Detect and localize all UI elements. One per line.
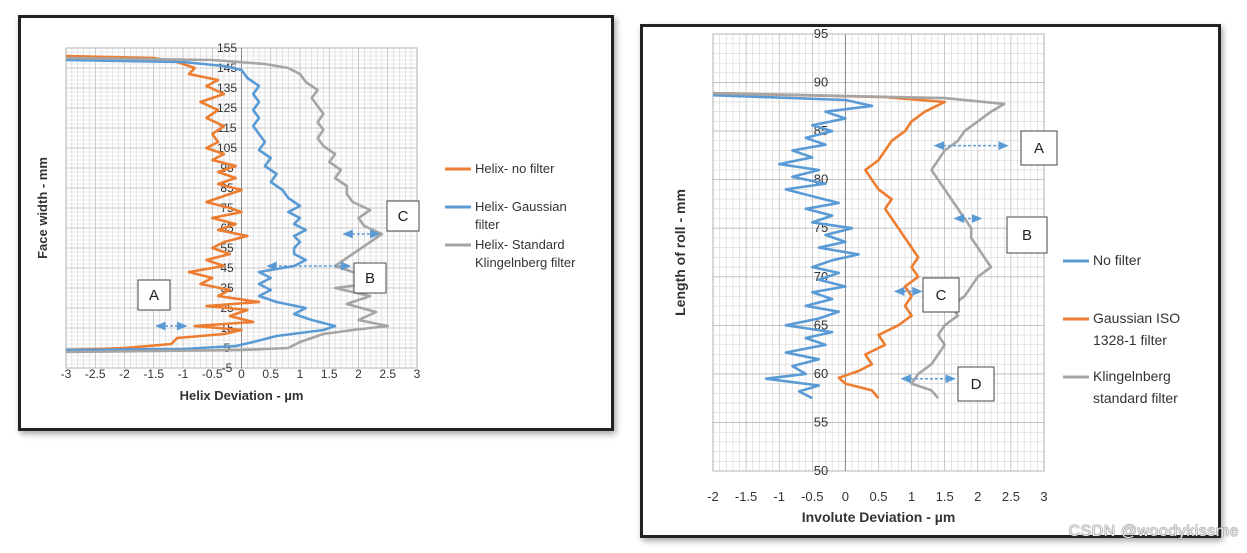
y-axis-title: Length of roll - mm <box>672 189 688 316</box>
annotation-box <box>353 262 387 294</box>
series-lines <box>66 54 390 354</box>
annotation-label: A <box>149 287 159 304</box>
annotation-label: C <box>398 208 409 225</box>
x-tick-label: -1 <box>773 489 785 504</box>
annotations: A B C D <box>893 130 1058 402</box>
x-tick-label: -0.5 <box>202 367 223 381</box>
legend-label: Helix- no filter <box>475 161 555 176</box>
series-line-3 <box>713 91 1006 400</box>
y-axis-title: Face width - mm <box>35 157 50 259</box>
annotations: A B C <box>137 200 420 331</box>
legend-label: 1328-1 filter <box>1093 332 1167 348</box>
x-tick-labels: -3 -2.5 -2 -1.5 -1 -0.5 0 0.5 1 1.5 2 2.5 3 <box>61 367 421 381</box>
series-line-2 <box>66 58 337 352</box>
legend-label: No filter <box>1093 252 1142 268</box>
annotation-label: B <box>365 270 375 287</box>
y-tick-label: 95 <box>814 27 828 41</box>
involute-deviation-chart: -2 -1.5 -1 -0.5 0 0.5 1 1.5 2 2.5 3505560657075808… <box>672 27 1180 525</box>
series-lines <box>713 91 1006 400</box>
legend-label: Klingelnberg filter <box>475 255 576 270</box>
x-tick-label: 0.5 <box>869 489 887 504</box>
x-tick-label: 1 <box>297 367 304 381</box>
legend-label: standard filter <box>1093 390 1178 406</box>
legend: No filter Gaussian ISO 1328-1 filter Klinge… <box>1063 252 1180 406</box>
y-tick-label: 105 <box>217 141 237 155</box>
y-tick-label: 35 <box>220 281 234 295</box>
series-line-2 <box>713 91 946 400</box>
series-line-3 <box>66 56 390 354</box>
annotation-box <box>386 200 420 232</box>
y-tick-label: 65 <box>814 317 828 332</box>
series-line-1 <box>713 93 874 400</box>
legend-item: Helix- Standard Klingelnberg filter <box>445 237 576 270</box>
x-tick-label: 2 <box>355 367 362 381</box>
legend-label: Helix- Standard <box>475 237 565 252</box>
x-tick-label: 1 <box>908 489 915 504</box>
y-tick-label: -5 <box>222 361 233 375</box>
y-tick-label: 60 <box>814 366 828 381</box>
legend-item: Klingelnberg standard filter <box>1063 368 1178 406</box>
gridlines <box>712 33 1045 472</box>
x-tick-label: -2.5 <box>85 367 106 381</box>
y-tick-label: 125 <box>217 101 237 115</box>
x-tick-label: 1.5 <box>321 367 338 381</box>
x-tick-label: 2.5 <box>379 367 396 381</box>
x-tick-label: -2 <box>707 489 719 504</box>
x-tick-label: -1.5 <box>735 489 757 504</box>
x-tick-label: 2 <box>974 489 981 504</box>
y-tick-label: 155 <box>217 41 237 55</box>
y-tick-label: 90 <box>814 75 828 90</box>
series-line-1 <box>66 54 261 352</box>
plot-area <box>712 33 1045 472</box>
annotation-label: D <box>971 376 982 393</box>
legend-label: filter <box>475 217 500 232</box>
annotation-box <box>1006 216 1048 254</box>
watermark-text: CSDN @woodykissme <box>1068 523 1239 540</box>
annotation-box <box>922 277 960 313</box>
annotation-box <box>957 366 995 402</box>
x-axis-title: Involute Deviation - µm <box>802 509 956 525</box>
y-tick-label: 55 <box>814 414 828 429</box>
x-tick-label: -2 <box>119 367 130 381</box>
y-tick-label: 45 <box>220 261 234 275</box>
x-tick-label: -3 <box>61 367 72 381</box>
annotation-label: A <box>1034 140 1044 157</box>
x-tick-label: 3 <box>1040 489 1047 504</box>
legend-item: Helix- no filter <box>445 161 555 176</box>
x-tick-label: 0 <box>238 367 245 381</box>
legend-item: Helix- Gaussian filter <box>445 199 567 232</box>
x-tick-label: -1.5 <box>143 367 164 381</box>
x-tick-label: -0.5 <box>801 489 823 504</box>
legend-item: No filter <box>1063 252 1142 268</box>
annotation-box <box>1020 130 1058 166</box>
annotation-box <box>137 279 171 311</box>
x-tick-labels: -2 -1.5 -1 -0.5 0 0.5 1 1.5 2 2.5 3 <box>707 489 1047 504</box>
legend-item: Gaussian ISO 1328-1 filter <box>1063 310 1180 348</box>
annotation-label: C <box>936 287 947 304</box>
annotation-label: B <box>1022 227 1032 244</box>
x-axis-title: Helix Deviation - µm <box>180 388 304 403</box>
y-tick-label: 5 <box>224 341 231 355</box>
legend-label: Klingelnberg <box>1093 368 1171 384</box>
x-tick-label: 3 <box>414 367 421 381</box>
y-tick-label: 135 <box>217 81 237 95</box>
x-tick-label: 2.5 <box>1002 489 1020 504</box>
x-tick-label: 1.5 <box>936 489 954 504</box>
involute-chart-panel: -2 -1.5 -1 -0.5 0 0.5 1 1.5 2 2.5 3 50 55 60 65 70 75 80 8… <box>640 24 1221 538</box>
helix-deviation-chart: -3 -2.5 -2 -1.5 -1 -0.5 0 0.5 1 1.5 2 2.5 3-55152535… <box>35 41 576 403</box>
legend-label: Gaussian ISO <box>1093 310 1180 326</box>
x-tick-label: 0.5 <box>262 367 279 381</box>
legend-label: Helix- Gaussian <box>475 199 567 214</box>
x-tick-label: 0 <box>842 489 849 504</box>
y-tick-label: 50 <box>814 463 828 478</box>
helix-chart-panel: -3 -2.5 -2 -1.5 -1 -0.5 0 0.5 1 1.5 2 2.5 3 -5 5 15 25 35… <box>18 15 614 431</box>
plot-area <box>65 47 418 369</box>
x-tick-label: -1 <box>178 367 189 381</box>
